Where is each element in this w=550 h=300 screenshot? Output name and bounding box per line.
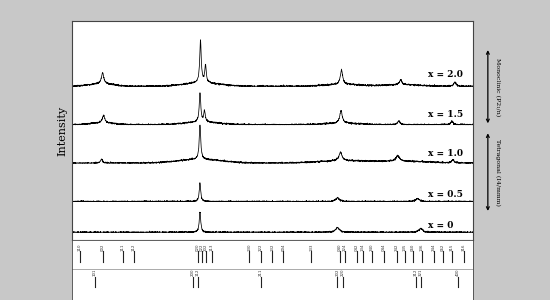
Text: 321: 321 [419,268,423,276]
Text: 211: 211 [259,268,263,276]
Text: 101: 101 [92,268,97,276]
Text: 202: 202 [336,268,339,276]
Text: 244: 244 [432,243,436,251]
Text: 130: 130 [247,243,251,251]
Text: 060: 060 [411,243,415,251]
Text: 220: 220 [340,268,344,276]
Text: 062: 062 [441,243,445,251]
Text: 113: 113 [210,243,214,251]
Text: 020: 020 [196,243,200,251]
Text: 200: 200 [191,268,195,276]
Text: 112: 112 [132,243,136,251]
Text: 040: 040 [338,243,342,251]
Text: 133: 133 [310,243,314,251]
Text: x = 1.0: x = 1.0 [428,149,463,158]
Text: 110: 110 [78,243,81,251]
Text: 400: 400 [456,268,460,276]
Text: x = 1.5: x = 1.5 [428,110,463,119]
Text: 202: 202 [204,243,208,251]
Text: 316: 316 [462,243,466,251]
Text: 312: 312 [414,268,418,276]
Text: 315: 315 [450,243,454,251]
Text: x = 0: x = 0 [428,221,453,230]
Text: 242: 242 [395,243,399,251]
Text: Tetragonal (I4/mmm): Tetragonal (I4/mmm) [495,139,500,206]
Text: 222: 222 [259,243,263,251]
Text: 135: 135 [403,243,407,251]
Text: 044: 044 [382,243,386,251]
Text: 004: 004 [281,243,285,251]
Text: 002: 002 [101,243,104,251]
Text: 240: 240 [370,243,373,251]
Text: 224: 224 [343,243,346,251]
Y-axis label: Intensity: Intensity [57,105,67,156]
Text: 042: 042 [355,243,359,251]
Text: Monoclinic (P2₁/n): Monoclinic (P2₁/n) [495,58,500,116]
Text: 111: 111 [120,243,125,251]
Text: 112: 112 [196,268,200,276]
Text: x = 2.0: x = 2.0 [428,70,463,79]
Text: 134: 134 [361,243,365,251]
Text: 136: 136 [420,243,424,251]
Text: x = 0.5: x = 0.5 [428,190,463,199]
Text: 022: 022 [200,243,204,251]
Text: 132: 132 [270,243,274,251]
